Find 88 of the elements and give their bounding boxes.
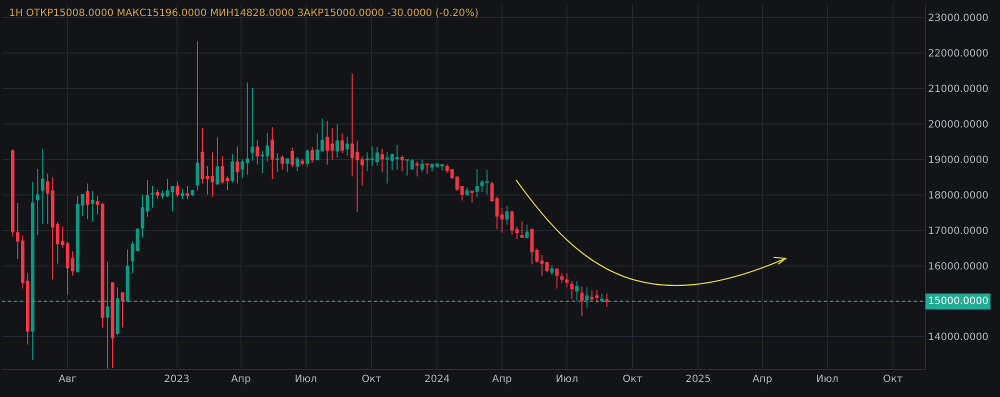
x-tick-label: Окт xyxy=(883,374,903,385)
x-tick-label: Июл xyxy=(556,374,578,385)
candlestick xyxy=(505,205,509,226)
candlestick xyxy=(190,189,194,197)
candlestick xyxy=(236,146,240,184)
candlestick xyxy=(600,293,604,303)
candlestick xyxy=(465,186,469,197)
candlestick xyxy=(405,159,409,176)
candlestick xyxy=(120,292,124,328)
candlestick xyxy=(250,87,254,162)
candlestick xyxy=(306,148,310,168)
candlestick xyxy=(410,158,414,170)
x-tick-label: 2023 xyxy=(164,374,190,385)
x-tick-label: Окт xyxy=(362,374,382,385)
y-tick-label: 17000.0000 xyxy=(928,226,988,237)
candlestick xyxy=(280,154,284,170)
y-tick-label: 21000.0000 xyxy=(928,84,988,95)
candlestick xyxy=(146,179,150,218)
x-tick-label: 2024 xyxy=(424,374,450,385)
candlestick xyxy=(86,182,90,220)
candlestick xyxy=(166,178,170,198)
candlestick xyxy=(176,181,180,198)
candlestick xyxy=(10,148,14,237)
candlestick xyxy=(420,159,424,172)
candlestick xyxy=(186,185,190,200)
candlestick xyxy=(106,261,110,369)
candlestick xyxy=(475,168,479,198)
candlestick xyxy=(415,160,419,177)
candlestick xyxy=(400,154,404,172)
candlestick xyxy=(575,280,579,302)
candlestick xyxy=(116,286,120,336)
candlestick xyxy=(525,224,529,239)
candlestick xyxy=(425,163,429,174)
y-tick-label: 18000.0000 xyxy=(928,190,988,202)
x-tick-label: Июл xyxy=(816,374,838,385)
y-tick-label: 14000.0000 xyxy=(928,332,988,344)
x-tick-label: Окт xyxy=(622,374,643,385)
candlestick xyxy=(380,148,384,173)
ref-line-label: 15000.0000 xyxy=(928,296,988,307)
candlestick xyxy=(520,220,524,238)
x-tick-label: 2025 xyxy=(685,374,711,385)
candlestick xyxy=(530,228,534,265)
candlestick xyxy=(336,124,339,158)
candlestick xyxy=(270,126,274,180)
candlestick xyxy=(216,136,220,186)
candlestick xyxy=(346,136,349,156)
candlestick xyxy=(515,226,519,240)
candlestick xyxy=(580,286,584,317)
y-tick-label: 23000.0000 xyxy=(928,12,988,24)
candlestick xyxy=(300,158,304,166)
candlestick xyxy=(555,268,559,289)
candlestick xyxy=(90,190,94,222)
candlestick xyxy=(30,181,34,361)
candlestick xyxy=(510,210,514,236)
candlestick xyxy=(170,185,174,212)
x-tick-label: Апр xyxy=(492,374,512,385)
candlestick xyxy=(286,158,290,173)
y-tick-label: 19000.0000 xyxy=(928,154,988,166)
x-tick-label: Июл xyxy=(294,374,318,385)
candlestick xyxy=(570,280,574,300)
candlestick xyxy=(150,185,154,208)
candlestick xyxy=(110,282,114,368)
y-tick-label: 20000.0000 xyxy=(928,119,988,130)
candlestick xyxy=(470,190,474,204)
y-tick-label: 22000.0000 xyxy=(928,48,988,60)
candlestick xyxy=(126,248,130,303)
y-tick-label: 16000.0000 xyxy=(928,261,988,272)
candlestick xyxy=(585,286,589,308)
candlestick xyxy=(276,152,280,173)
candlestick xyxy=(256,140,260,165)
candlestick xyxy=(36,168,40,236)
candlestick xyxy=(605,293,609,308)
candlestick xyxy=(296,156,300,172)
candlestick xyxy=(196,40,200,191)
candlestick xyxy=(156,189,160,200)
candlestick xyxy=(180,188,184,200)
chart-title: 1H ОТКР15008.0000 МАКС15196.0000 МИН14828.0000 ЗАКР15000.0000 -30.0000 (-0.20%) xyxy=(9,8,479,19)
x-tick-label: Авг xyxy=(58,374,77,385)
x-tick-label: Апр xyxy=(752,374,772,385)
candlestick xyxy=(140,194,144,238)
x-tick-label: Апр xyxy=(231,374,251,385)
candlestick xyxy=(230,154,234,184)
candlestick xyxy=(550,264,554,276)
candlestick xyxy=(340,132,344,154)
candlestick xyxy=(290,147,294,168)
candlestick xyxy=(310,146,314,164)
candlestick xyxy=(160,190,164,200)
candlestick xyxy=(40,148,44,224)
